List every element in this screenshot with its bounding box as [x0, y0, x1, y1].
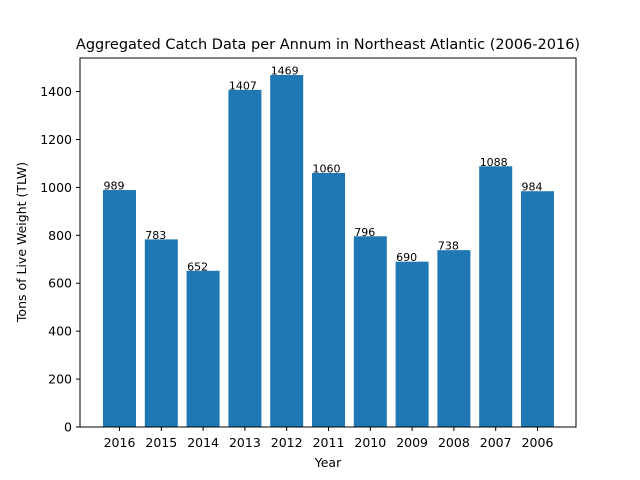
- bar-2011: [312, 173, 345, 427]
- y-tick-label: 800: [48, 228, 72, 243]
- bar-2013: [228, 89, 262, 428]
- x-tick-label: 2015: [145, 435, 177, 450]
- y-tick-label: 1400: [40, 84, 72, 99]
- y-tick-label: 400: [48, 324, 72, 339]
- x-tick-label: 2016: [104, 435, 136, 450]
- x-tick-label: 2006: [522, 435, 554, 450]
- x-tick-label: 2008: [438, 435, 470, 450]
- x-tick-label: 2007: [480, 435, 512, 450]
- x-tick-label: 2013: [229, 435, 261, 450]
- data-label-2015: 783: [145, 229, 166, 242]
- y-axis-ticks: 0 200 400 600 800 1000 1200 1400: [40, 84, 80, 435]
- data-label-2007: 1088: [480, 156, 508, 169]
- chart-title: Aggregated Catch Data per Annum in North…: [76, 37, 580, 53]
- y-tick-label: 200: [48, 372, 72, 387]
- bar-2008: [437, 250, 471, 427]
- plot-frame: [79, 57, 577, 428]
- data-label-2012: 1469: [271, 65, 299, 78]
- y-tick-label: 1200: [40, 132, 72, 147]
- bar-2012: [270, 75, 304, 427]
- bar-2015: [144, 239, 178, 427]
- data-label-2010: 796: [354, 226, 375, 239]
- data-label-2011: 1060: [313, 163, 341, 176]
- bar-2007: [479, 166, 513, 428]
- y-tick-label: 600: [48, 276, 72, 291]
- y-tick-label: 1000: [40, 180, 72, 195]
- x-tick-label: 2009: [396, 435, 428, 450]
- x-tick-label: 2012: [271, 435, 303, 450]
- x-tick-label: 2011: [313, 435, 345, 450]
- y-tick-label: 0: [64, 420, 72, 435]
- data-label-2013: 1407: [229, 79, 257, 92]
- x-axis-label: Year: [314, 455, 342, 470]
- data-label-2008: 738: [438, 240, 459, 253]
- bar-2014: [186, 270, 220, 427]
- bar-2016: [103, 190, 136, 427]
- data-label-2009: 690: [396, 251, 417, 264]
- x-axis-ticks: 2016 2015 2014 2013 2012 2011 2010 2009 2008 2007…: [104, 427, 554, 450]
- y-axis-label: Tons of Live Weight (TLW): [14, 162, 29, 323]
- data-label-2006: 984: [522, 181, 543, 194]
- x-tick-label: 2010: [354, 435, 386, 450]
- bar-2006: [521, 191, 554, 427]
- x-tick-label: 2014: [187, 435, 219, 450]
- bars-group: [103, 75, 554, 428]
- data-label-2016: 989: [104, 180, 125, 193]
- data-labels-group: 989 783 652 1407 1469 1060 796 690 738 1088 984: [104, 65, 543, 274]
- data-label-2014: 652: [187, 260, 208, 273]
- bar-2010: [353, 236, 387, 427]
- bar-2009: [395, 261, 429, 427]
